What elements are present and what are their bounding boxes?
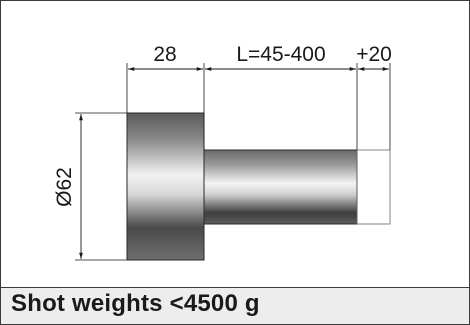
dimension-label-head-width: 28 (153, 43, 176, 66)
plunger-shaft (203, 149, 358, 225)
extension-lines (75, 63, 391, 261)
dimension-label-diameter: Ø62 (53, 167, 76, 207)
plunger-drawing: 28 L=45-400 +20 Ø62 (53, 43, 392, 261)
plunger-head (126, 112, 205, 261)
dimension-label-shaft-length: L=45-400 (236, 43, 325, 66)
caption-bar: Shot weights <4500 g (1, 287, 469, 324)
caption-text: Shot weights <4500 g (11, 290, 260, 317)
extension-outline (356, 149, 391, 225)
dimension-label-extension: +20 (356, 43, 392, 66)
